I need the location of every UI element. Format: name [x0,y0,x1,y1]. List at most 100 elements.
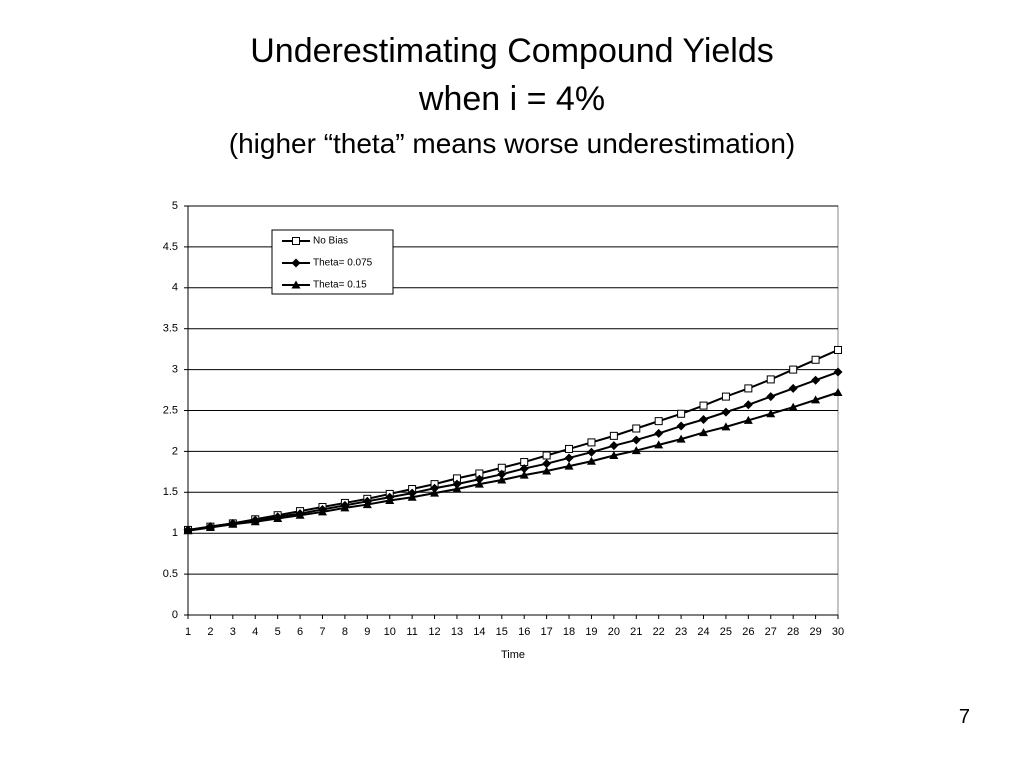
data-point [676,434,686,443]
y-tick-label: 1 [172,527,178,539]
annotation: (higher “theta” means worse underestimat… [228,128,796,159]
x-tick-label: 1 [185,626,191,638]
data-point [250,517,260,526]
x-tick-label: 27 [765,626,777,638]
data-point [699,414,709,424]
data-point [699,428,709,437]
data-point [676,421,686,431]
x-tick-label: 4 [252,626,258,638]
x-axis-label: Time [501,649,525,661]
data-point [295,510,305,519]
y-tick-label: 2.5 [163,404,178,416]
data-point [519,464,529,474]
slide-number: 7 [958,706,970,728]
y-tick-label: 3.5 [163,323,178,335]
x-tick-label: 10 [384,626,396,638]
data-point [766,409,776,418]
x-tick-label: 28 [787,626,799,638]
data-point [654,428,664,438]
data-point [788,402,798,411]
data-point [497,475,507,484]
data-point [631,435,641,445]
data-point [766,375,775,384]
data-point [362,500,372,509]
x-tick-label: 8 [342,626,348,638]
legend-label: No Bias [313,236,348,247]
x-tick-label: 21 [630,626,642,638]
x-tick-label: 11 [406,626,417,638]
y-tick-label: 1.5 [163,486,178,498]
data-point [228,519,238,528]
data-point [699,401,708,410]
data-point [564,453,574,463]
data-point [721,392,730,401]
data-point [833,367,843,377]
x-tick-label: 7 [319,626,325,638]
data-point [811,375,821,385]
data-point [609,441,619,451]
data-point [586,447,596,457]
x-tick-label: 5 [275,626,281,638]
data-point [565,444,574,453]
data-point [497,469,507,479]
data-point [519,470,529,479]
x-tick-label: 3 [230,626,236,638]
data-point [542,466,552,475]
data-point [632,424,641,433]
y-tick-label: 4.5 [163,241,178,253]
x-tick-label: 22 [653,626,665,638]
x-tick-label: 24 [697,626,709,638]
data-point [834,345,842,354]
data-point [631,446,641,455]
series-line [187,391,839,532]
data-point [340,503,350,512]
data-point [766,392,776,402]
data-point [542,451,551,460]
data-point [721,422,731,431]
legend-marker [291,258,301,268]
legend-marker [292,237,300,245]
data-point [430,483,440,493]
legend-label: Theta= 0.075 [313,258,373,269]
data-point [273,513,283,522]
data-point [183,526,193,535]
x-tick-label: 13 [451,626,463,638]
y-tick-label: 4 [172,282,178,294]
data-point [677,409,686,418]
x-tick-label: 29 [809,626,821,638]
y-tick-label: 2 [172,445,178,457]
data-point [721,407,731,417]
data-point [564,461,574,470]
x-tick-label: 25 [720,626,732,638]
data-point [744,384,753,393]
title: Underestimating Compound Yields [250,32,774,70]
y-tick-label: 3 [172,364,178,376]
y-tick-label: 0.5 [163,568,178,580]
data-point [811,355,820,364]
x-tick-label: 16 [518,626,530,638]
data-point [788,383,798,393]
x-tick-label: 15 [496,626,508,638]
x-tick-label: 17 [540,626,552,638]
x-tick-label: 14 [473,626,485,638]
data-point [654,440,664,449]
data-point [743,415,753,424]
data-point [609,431,618,440]
data-point [654,417,663,426]
x-tick-label: 26 [742,626,754,638]
subtitle: when i = 4% [418,80,606,118]
data-point [317,507,327,516]
data-point [474,479,484,488]
legend-marker [291,280,301,289]
x-tick-label: 30 [832,626,844,638]
data-point [789,365,798,374]
data-point [205,522,215,531]
data-point [452,479,462,489]
data-point [385,495,395,504]
x-tick-label: 12 [428,626,440,638]
x-tick-label: 23 [675,626,687,638]
legend-label: Theta= 0.15 [313,280,367,291]
x-tick-label: 18 [563,626,575,638]
